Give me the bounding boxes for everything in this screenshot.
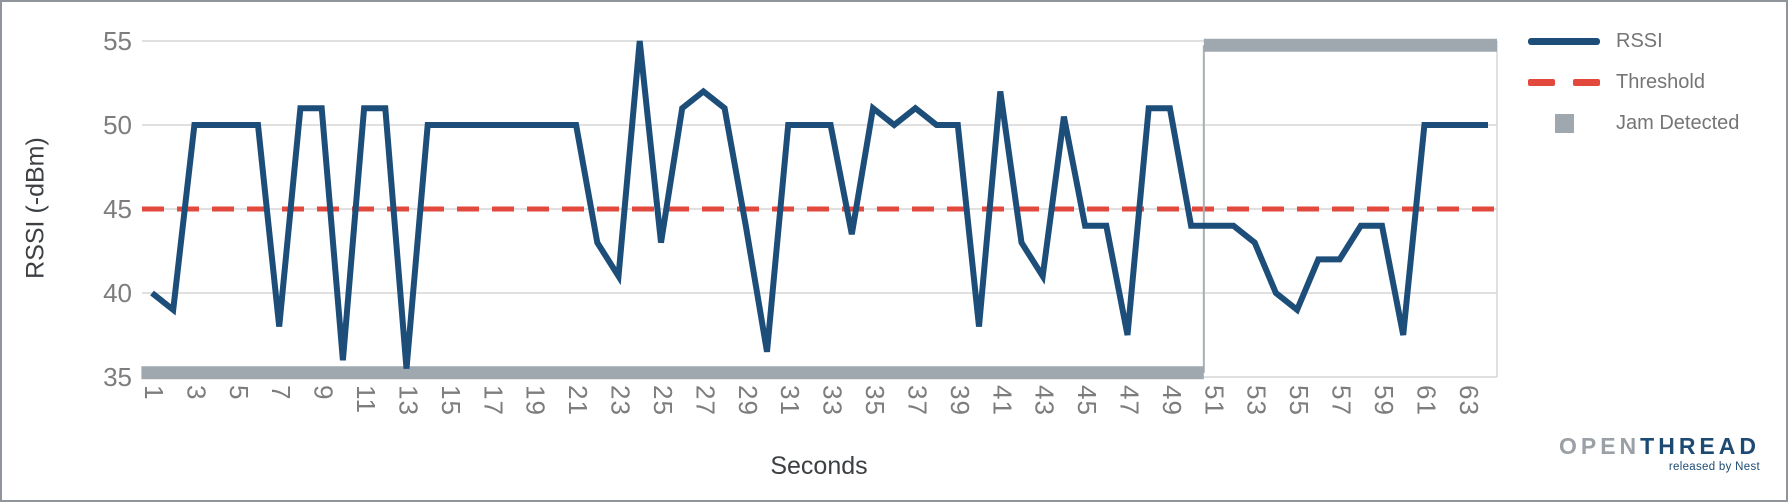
threshold-dash-icon (1528, 79, 1555, 86)
legend-label-jam: Jam Detected (1616, 112, 1740, 134)
x-tick-label: 51 (1199, 385, 1230, 416)
x-tick-label: 13 (393, 385, 424, 416)
x-tick-label: 21 (563, 385, 594, 416)
y-axis-title: RSSI (-dBm) (21, 137, 50, 279)
x-tick-label: 33 (817, 385, 848, 416)
x-tick-label: 7 (266, 385, 297, 401)
legend: RSSI Threshold Jam Detected (1528, 21, 1739, 144)
legend-item-rssi: RSSI (1528, 21, 1739, 62)
x-tick-label: 37 (902, 385, 933, 416)
openthread-wordmark: OPENTHREAD (1559, 433, 1760, 460)
logo-tagline: released by Nest (1668, 461, 1760, 473)
x-tick-label: 43 (1029, 385, 1060, 416)
legend-label-rssi: RSSI (1616, 30, 1663, 52)
rssi-line-swatch (1528, 38, 1600, 45)
logo-open-text: OPEN (1558, 433, 1641, 459)
x-tick-label: 9 (308, 385, 339, 401)
x-tick-label: 17 (478, 385, 509, 416)
y-tick-label: 55 (103, 26, 132, 56)
y-tick-label: 45 (103, 194, 132, 224)
x-tick-label: 57 (1326, 385, 1357, 416)
y-tick-label: 40 (103, 278, 132, 308)
threshold-dash-swatch (1528, 79, 1600, 86)
x-tick-label: 41 (987, 385, 1018, 416)
x-tick-label: 53 (1241, 385, 1272, 416)
y-tick-label: 35 (103, 362, 132, 392)
rssi-line (150, 40, 1488, 369)
x-tick-label: 61 (1411, 385, 1442, 416)
x-tick-label: 35 (860, 385, 891, 416)
x-tick-label: 47 (1114, 385, 1145, 416)
legend-item-threshold: Threshold (1528, 62, 1739, 103)
x-tick-label: 23 (605, 385, 636, 416)
x-tick-label: 15 (435, 385, 466, 416)
x-tick-label: 1 (139, 385, 169, 401)
x-tick-label: 59 (1368, 385, 1399, 416)
x-tick-label: 63 (1453, 385, 1484, 416)
jam-square-icon (1554, 114, 1574, 133)
x-tick-label: 25 (647, 385, 678, 416)
logo-thread-text: THREAD (1640, 433, 1760, 459)
x-tick-label: 45 (1072, 385, 1103, 416)
x-tick-label: 49 (1156, 385, 1187, 416)
legend-item-jam: Jam Detected (1528, 103, 1739, 144)
x-tick-label: 5 (223, 385, 254, 401)
rssi-line-icon (1528, 38, 1600, 45)
x-tick-label: 3 (181, 385, 212, 401)
x-tick-label: 11 (351, 385, 382, 414)
x-tick-label: 27 (690, 385, 721, 416)
x-tick-label: 31 (775, 385, 806, 416)
legend-label-threshold: Threshold (1616, 71, 1705, 93)
x-axis-title: Seconds (770, 452, 868, 480)
jam-square-swatch (1528, 114, 1600, 133)
y-tick-label: 50 (103, 110, 132, 140)
x-tick-label: 29 (732, 385, 763, 416)
x-tick-label: 39 (944, 385, 975, 416)
x-tick-label: 19 (520, 385, 551, 416)
openthread-logo: OPENTHREAD released by Nest (1559, 433, 1760, 473)
threshold-dash-icon (1573, 79, 1600, 86)
x-tick-label: 55 (1284, 385, 1315, 416)
